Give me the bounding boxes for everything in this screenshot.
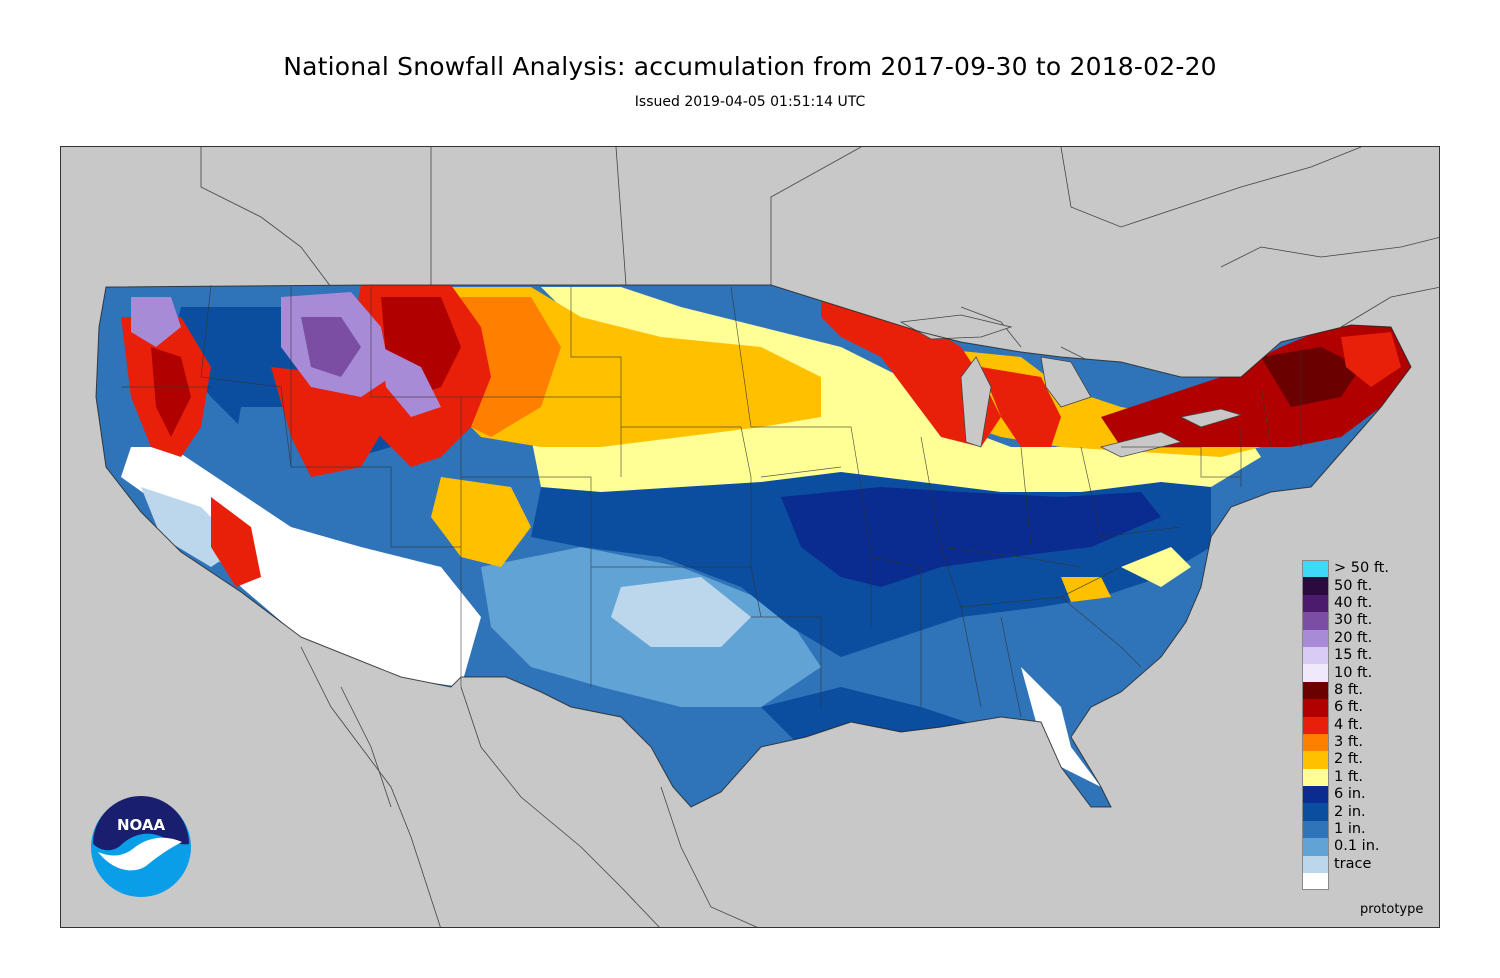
legend-label: 0.1 in. xyxy=(1334,838,1380,855)
issued-timestamp: Issued 2019-04-05 01:51:14 UTC xyxy=(634,94,866,110)
legend-swatch xyxy=(1302,612,1329,630)
legend-label: 6 ft. xyxy=(1334,699,1363,716)
legend-swatch xyxy=(1302,768,1329,787)
legend-swatch xyxy=(1302,699,1329,717)
legend-swatch xyxy=(1302,855,1329,874)
legend-swatch xyxy=(1302,646,1329,665)
legend-swatch xyxy=(1302,560,1329,578)
logo-gull xyxy=(98,837,182,871)
legend-label: 30 ft. xyxy=(1334,612,1373,629)
legend-item: 2 ft. xyxy=(1302,751,1422,769)
legend-swatch xyxy=(1302,803,1329,821)
legend-label: 50 ft. xyxy=(1334,577,1373,594)
legend-item: 1 in. xyxy=(1302,820,1422,839)
map-title: National Snowfall Analysis: accumulation… xyxy=(283,52,1217,81)
legend-label: 1 in. xyxy=(1334,821,1366,838)
legend-label: 2 ft. xyxy=(1334,751,1363,768)
legend-swatch xyxy=(1302,873,1329,891)
legend-label: 3 ft. xyxy=(1334,734,1363,751)
legend-swatch xyxy=(1302,716,1329,734)
legend-label: 1 ft. xyxy=(1334,768,1363,785)
legend-label: 20 ft. xyxy=(1334,629,1373,646)
legend-item: 1 ft. xyxy=(1302,768,1422,787)
legend-label: trace xyxy=(1334,855,1372,872)
legend-label: 8 ft. xyxy=(1334,681,1363,698)
legend-label: 10 ft. xyxy=(1334,664,1373,681)
legend-item: 6 ft. xyxy=(1302,699,1422,717)
legend-label: 40 ft. xyxy=(1334,594,1373,611)
legend-label: 6 in. xyxy=(1334,786,1366,803)
legend-item: 4 ft. xyxy=(1302,716,1422,734)
logo-text: NOAA xyxy=(117,816,166,834)
snowfall-map[interactable] xyxy=(60,146,1440,928)
legend-item: 40 ft. xyxy=(1302,594,1422,613)
legend-item: 30 ft. xyxy=(1302,612,1422,630)
legend-item: 3 ft. xyxy=(1302,733,1422,752)
logo-dark-top xyxy=(93,796,189,851)
great-lakes xyxy=(899,314,1243,458)
legend-swatch xyxy=(1302,681,1329,700)
legend-item: 8 ft. xyxy=(1302,681,1422,700)
legend-label: 2 in. xyxy=(1334,803,1366,820)
prototype-label: prototype xyxy=(1360,902,1424,917)
legend-label: 15 ft. xyxy=(1334,647,1373,664)
legend-swatch xyxy=(1302,820,1329,839)
legend-item: 2 in. xyxy=(1302,803,1422,821)
legend-swatch xyxy=(1302,629,1329,647)
legend-item: 20 ft. xyxy=(1302,629,1422,647)
legend-item: trace xyxy=(1302,855,1422,874)
legend: > 50 ft. 50 ft. 40 ft. 30 ft. 20 ft. 15 ft. 10… xyxy=(1302,560,1422,891)
legend-item: 15 ft. xyxy=(1302,646,1422,665)
legend-swatch xyxy=(1302,733,1329,752)
legend-label: > 50 ft. xyxy=(1334,560,1389,577)
legend-item: 0.1 in. xyxy=(1302,838,1422,856)
legend-swatch xyxy=(1302,786,1329,804)
legend-item: 10 ft. xyxy=(1302,664,1422,682)
map-canvas xyxy=(95,147,1439,927)
legend-swatch xyxy=(1302,594,1329,613)
legend-swatch xyxy=(1302,664,1329,682)
legend-swatch xyxy=(1302,838,1329,856)
legend-item: 6 in. xyxy=(1302,786,1422,804)
legend-item xyxy=(1302,873,1422,891)
legend-swatch xyxy=(1302,577,1329,595)
legend-item: 50 ft. xyxy=(1302,577,1422,595)
snowfall-field xyxy=(96,285,1411,807)
legend-swatch xyxy=(1302,751,1329,769)
legend-label: 4 ft. xyxy=(1334,716,1363,733)
noaa-logo: NOAA xyxy=(90,796,192,898)
legend-item: > 50 ft. xyxy=(1302,560,1422,578)
state-boundaries xyxy=(95,284,1412,808)
